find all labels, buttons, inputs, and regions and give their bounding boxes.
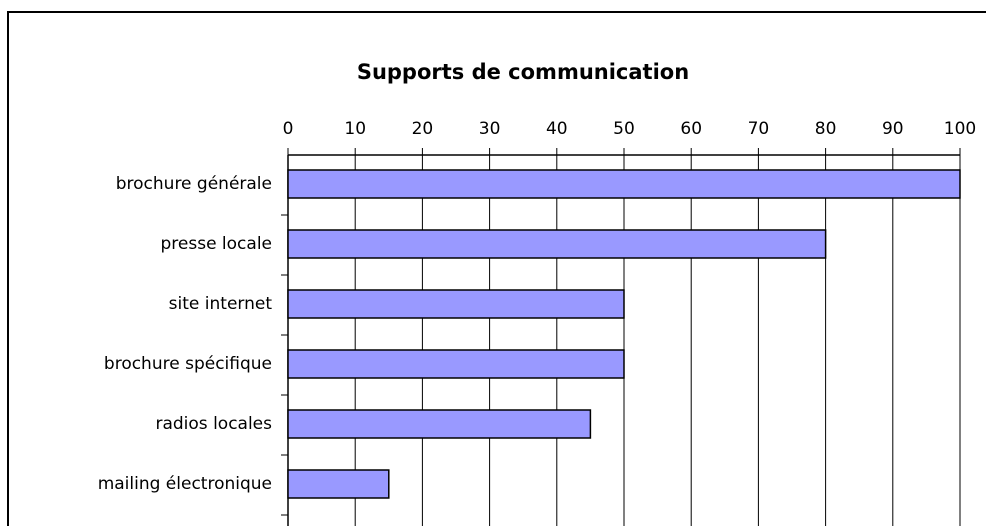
chart-title: Supports de communication [357,60,689,84]
bar [287,409,592,439]
x-tick-label: 40 [546,119,568,139]
y-tick-label: presse locale [160,234,272,254]
bar [287,469,390,499]
x-tick-label: 50 [613,119,635,139]
x-tick-label: 70 [748,119,770,139]
bar [287,169,961,199]
x-tick-label: 30 [479,119,501,139]
bar [287,289,625,319]
x-tick-label: 20 [412,119,434,139]
y-tick-label: site internet [169,294,273,314]
chart-border [7,11,986,526]
x-tick-label: 10 [344,119,366,139]
y-tick-label: radios locales [155,414,272,434]
bar [287,349,625,379]
y-tick-label: mailing électronique [98,474,272,494]
x-tick-label: 100 [944,119,976,139]
x-tick-label: 60 [680,119,702,139]
x-tick-label: 0 [283,119,294,139]
x-tick-label: 80 [815,119,837,139]
y-tick-label: brochure spécifique [104,354,272,374]
y-tick-label: brochure générale [116,174,272,194]
x-tick-label: 90 [882,119,904,139]
bar [287,229,827,259]
